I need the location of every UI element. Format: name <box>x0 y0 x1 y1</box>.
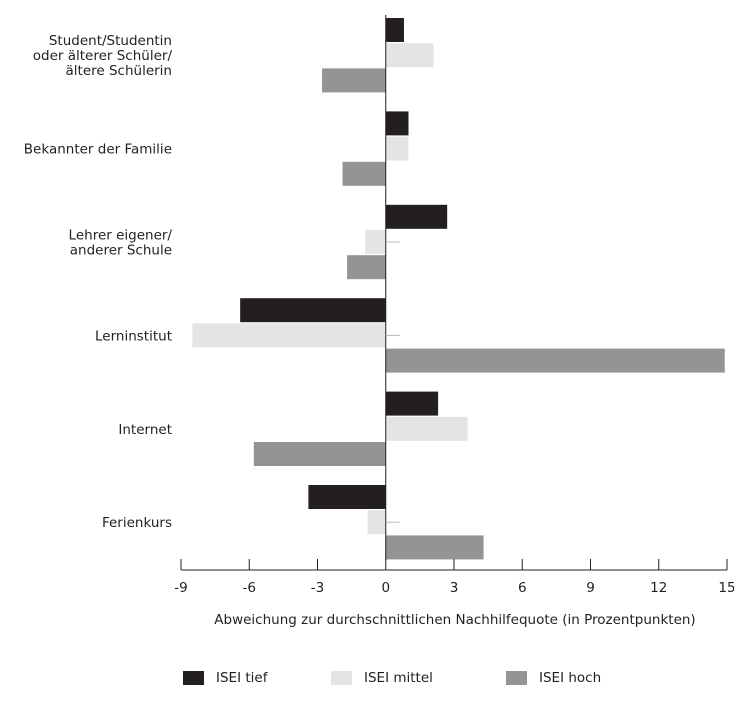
x-tick-label-1: -6 <box>243 580 256 596</box>
x-tick-label-7: 12 <box>650 580 667 596</box>
category-label-0: Student/Studentin oder älterer Schüler/äl… <box>33 33 173 79</box>
x-tick-label-6: 9 <box>586 580 595 596</box>
bar-isei-tief-4 <box>385 391 439 416</box>
bar-isei-mittel-0 <box>385 43 434 68</box>
category-label-3: Lerninstitut <box>95 328 172 344</box>
bar-isei-tief-2 <box>385 204 448 229</box>
category-label-4: Internet <box>118 422 172 438</box>
bar-isei-mittel-3 <box>192 323 386 348</box>
legend-label-0: ISEI tief <box>216 670 269 686</box>
bar-isei-tief-1 <box>385 111 409 136</box>
legend-label-1: ISEI mittel <box>364 670 433 686</box>
bars-layer <box>192 18 725 560</box>
x-axis: -9 -6 -3 0 3 6 9 12 15 <box>174 559 734 596</box>
x-tick-label-5: 6 <box>518 580 527 596</box>
zero-axis-layer <box>385 15 400 560</box>
bar-isei-hoch-2 <box>347 255 386 280</box>
category-label-2: Lehrer eigener/anderer Schule <box>69 228 173 259</box>
category-label-1: Bekannter der Familie <box>24 142 172 158</box>
bar-isei-tief-3 <box>240 298 386 323</box>
bar-isei-mittel-4 <box>385 416 468 441</box>
bar-isei-hoch-0 <box>322 68 386 93</box>
bar-isei-hoch-1 <box>342 161 386 186</box>
bar-isei-hoch-3 <box>385 348 725 373</box>
legend: ISEI tief ISEI mittel ISEI hoch <box>183 670 601 686</box>
legend-label-2: ISEI hoch <box>539 670 601 686</box>
x-tick-label-0: -9 <box>174 580 187 596</box>
category-labels: Student/Studentin oder älterer Schüler/äl… <box>24 33 173 531</box>
bar-isei-tief-5 <box>308 485 386 509</box>
bar-isei-hoch-5 <box>385 535 484 560</box>
x-tick-label-8: 15 <box>718 580 734 596</box>
bar-isei-hoch-4 <box>253 442 386 466</box>
bar-isei-tief-0 <box>385 18 404 42</box>
category-label-5: Ferienkurs <box>102 515 172 531</box>
legend-swatch-1 <box>331 671 352 685</box>
bar-isei-mittel-2 <box>365 230 386 254</box>
bar-isei-mittel-1 <box>385 136 409 161</box>
legend-swatch-0 <box>183 671 204 685</box>
x-tick-label-2: -3 <box>311 580 324 596</box>
legend-swatch-2 <box>506 671 527 685</box>
x-tick-label-4: 3 <box>450 580 459 596</box>
bar-isei-mittel-5 <box>367 510 386 535</box>
x-tick-label-3: 0 <box>381 580 390 596</box>
x-axis-title: Abweichung zur durchschnittlichen Nachhi… <box>214 612 695 628</box>
